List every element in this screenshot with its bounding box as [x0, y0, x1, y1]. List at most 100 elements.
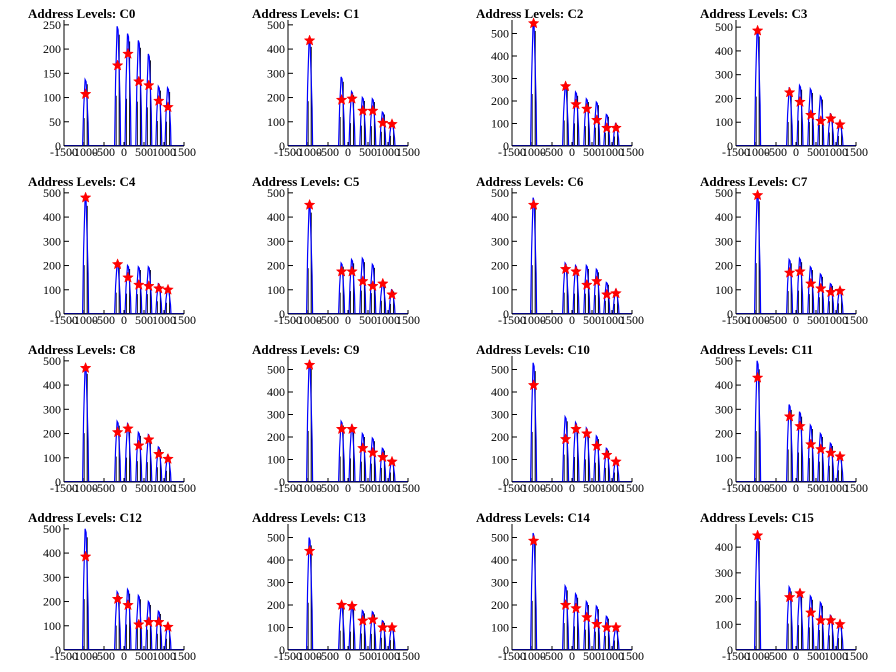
- y-tick-label: 100: [43, 283, 61, 297]
- histogram-peak: [572, 90, 580, 147]
- peak-marker: [346, 265, 358, 277]
- y-tick-label: 500: [715, 186, 733, 200]
- peak-marker: [559, 433, 572, 445]
- peak-marker: [794, 587, 806, 599]
- panel-10: Address Levels: C10 0 100 200 300 400 500 -1500…: [476, 342, 644, 495]
- y-tick-label: 0: [279, 139, 285, 153]
- y-tick-label: 0: [503, 643, 509, 657]
- x-tick-label: 500: [807, 649, 825, 663]
- y-tick-label: 300: [715, 402, 733, 416]
- y-tick-label: 0: [727, 643, 733, 657]
- peak-marker: [580, 611, 593, 623]
- x-tick-label: 1500: [396, 649, 420, 663]
- y-tick-label: 100: [267, 453, 285, 467]
- peak-marker: [152, 447, 165, 460]
- panel-title: Address Levels: C3: [700, 6, 808, 21]
- histogram-peak: [562, 583, 570, 651]
- peak-marker: [335, 422, 348, 435]
- y-tick-label: 50: [49, 115, 61, 129]
- x-tick-label: 0: [569, 145, 575, 159]
- peak-marker: [386, 621, 398, 633]
- panel-13: Address Levels: C13 0 100 200 300 400 500 -1500…: [252, 510, 420, 663]
- x-tick-label: -1000: [518, 313, 546, 327]
- peak-marker: [590, 275, 603, 287]
- y-tick-label: 0: [279, 643, 285, 657]
- x-tick-label: -1500: [498, 481, 526, 495]
- x-tick-label: 500: [359, 481, 377, 495]
- peak-marker: [162, 620, 174, 632]
- x-tick-label: 500: [807, 145, 825, 159]
- x-tick-label: 500: [135, 481, 153, 495]
- histogram-peak: [359, 609, 367, 651]
- x-tick-label: -1000: [518, 481, 546, 495]
- peak-marker: [111, 59, 124, 71]
- x-tick-label: -1500: [274, 481, 302, 495]
- panel-title: Address Levels: C5: [252, 174, 360, 189]
- peak-marker: [142, 279, 155, 292]
- histogram-peak: [817, 431, 825, 483]
- x-tick-label: -1500: [722, 649, 750, 663]
- peak-marker: [600, 621, 613, 633]
- y-tick-label: 200: [43, 595, 61, 609]
- y-tick-label: 100: [267, 115, 285, 129]
- y-tick-label: 200: [267, 430, 285, 444]
- x-tick-label: -1500: [274, 649, 302, 663]
- histogram-peak: [369, 97, 377, 147]
- x-tick-label: -500: [541, 145, 563, 159]
- y-tick-label: 200: [43, 259, 61, 273]
- peak-marker: [376, 116, 389, 128]
- x-tick-label: 1000: [376, 145, 400, 159]
- peak-marker: [111, 426, 124, 438]
- panel-7: Address Levels: C70100200300400500-1500-…: [700, 174, 868, 327]
- x-tick-label: 1000: [600, 481, 624, 495]
- y-tick-label: 300: [43, 402, 61, 416]
- x-tick-label: -1000: [294, 649, 322, 663]
- peak-marker: [580, 278, 593, 290]
- peak-marker: [590, 617, 603, 630]
- peak-marker: [366, 104, 379, 116]
- x-tick-label: 1000: [152, 313, 176, 327]
- panel-title: Address Levels: C10: [476, 342, 590, 357]
- histogram-peak: [145, 53, 153, 147]
- histogram-peak: [593, 604, 601, 651]
- histogram-peak: [807, 86, 815, 147]
- peak-marker: [570, 98, 582, 110]
- peak-marker: [751, 529, 764, 541]
- y-tick-label: 300: [491, 408, 509, 422]
- y-tick-label: 0: [55, 307, 61, 321]
- peak-marker: [356, 614, 369, 626]
- histogram-peak: [124, 33, 132, 147]
- y-tick-label: 100: [43, 451, 61, 465]
- peak-marker: [834, 118, 846, 130]
- x-tick-label: -1000: [742, 145, 770, 159]
- peak-marker: [751, 24, 764, 36]
- y-tick-label: 400: [43, 210, 61, 224]
- x-tick-label: 500: [583, 145, 601, 159]
- peak-marker: [527, 534, 540, 546]
- peak-marker: [366, 279, 379, 292]
- peak-marker: [559, 598, 572, 610]
- histogram-peak: [530, 362, 538, 483]
- peak-marker: [79, 361, 92, 374]
- y-tick-label: 100: [715, 115, 733, 129]
- x-tick-label: 0: [569, 313, 575, 327]
- y-tick-label: 300: [715, 68, 733, 82]
- x-tick-label: 1000: [376, 481, 400, 495]
- y-tick-label: 500: [491, 27, 509, 41]
- peak-marker: [162, 283, 174, 295]
- peak-marker: [152, 615, 165, 628]
- x-tick-label: -1000: [70, 649, 98, 663]
- x-tick-label: 0: [345, 481, 351, 495]
- histogram-peak: [82, 528, 90, 651]
- y-tick-label: 500: [491, 363, 509, 377]
- x-tick-label: -500: [541, 481, 563, 495]
- panel-title: Address Levels: C9: [252, 342, 360, 357]
- x-tick-label: 500: [807, 313, 825, 327]
- peak-marker: [783, 591, 796, 603]
- peak-marker: [610, 121, 622, 133]
- peak-marker: [559, 262, 572, 275]
- panel-title: Address Levels: C14: [476, 510, 590, 525]
- peak-marker: [751, 189, 764, 201]
- peak-marker: [794, 420, 806, 432]
- histogram-peak: [338, 261, 346, 315]
